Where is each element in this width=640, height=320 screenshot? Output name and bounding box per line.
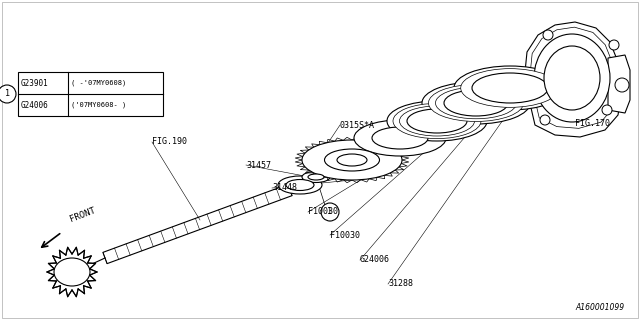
Ellipse shape	[399, 106, 474, 136]
Polygon shape	[103, 184, 292, 264]
Circle shape	[540, 115, 550, 125]
Text: 31457: 31457	[246, 161, 271, 170]
Ellipse shape	[461, 68, 559, 108]
Ellipse shape	[422, 82, 530, 124]
Ellipse shape	[337, 154, 367, 166]
Polygon shape	[531, 27, 616, 128]
Text: 31448: 31448	[272, 183, 297, 193]
Polygon shape	[608, 55, 630, 113]
Text: F10030: F10030	[308, 207, 338, 217]
Ellipse shape	[286, 180, 314, 190]
Text: ( -'07MY0608): ( -'07MY0608)	[71, 80, 126, 86]
Ellipse shape	[429, 84, 524, 122]
Ellipse shape	[544, 46, 600, 110]
Ellipse shape	[308, 174, 324, 180]
Circle shape	[602, 105, 612, 115]
Text: G23901: G23901	[21, 78, 49, 87]
Polygon shape	[47, 247, 97, 297]
Text: 1: 1	[4, 90, 10, 99]
Ellipse shape	[354, 120, 446, 156]
Ellipse shape	[302, 140, 402, 180]
Ellipse shape	[302, 172, 330, 182]
Text: FIG.170: FIG.170	[575, 119, 610, 129]
Text: 1: 1	[328, 207, 333, 217]
Text: A160001099: A160001099	[576, 303, 625, 312]
Text: 0315S*A: 0315S*A	[340, 121, 375, 130]
Polygon shape	[288, 161, 342, 194]
Ellipse shape	[324, 149, 380, 171]
Circle shape	[67, 267, 77, 277]
Ellipse shape	[435, 87, 516, 119]
Ellipse shape	[387, 101, 487, 141]
Circle shape	[62, 262, 82, 282]
Circle shape	[0, 85, 16, 103]
Ellipse shape	[54, 258, 90, 286]
Text: ('07MY0608- ): ('07MY0608- )	[71, 102, 126, 108]
Ellipse shape	[444, 90, 508, 116]
Ellipse shape	[472, 73, 548, 103]
Ellipse shape	[534, 34, 610, 122]
Circle shape	[543, 30, 553, 40]
Ellipse shape	[372, 127, 428, 149]
Text: FIG.190: FIG.190	[152, 138, 187, 147]
Ellipse shape	[278, 176, 322, 194]
Text: G24006: G24006	[360, 255, 390, 265]
Text: F10030: F10030	[330, 230, 360, 239]
Text: G24006: G24006	[21, 100, 49, 109]
Ellipse shape	[393, 103, 481, 139]
Circle shape	[615, 78, 629, 92]
Circle shape	[609, 40, 619, 50]
Circle shape	[321, 203, 339, 221]
Ellipse shape	[454, 66, 566, 110]
Text: FRONT: FRONT	[68, 206, 96, 224]
Bar	[18, 72, 163, 116]
Text: 31288: 31288	[388, 279, 413, 289]
Ellipse shape	[407, 109, 467, 133]
Polygon shape	[525, 22, 622, 137]
